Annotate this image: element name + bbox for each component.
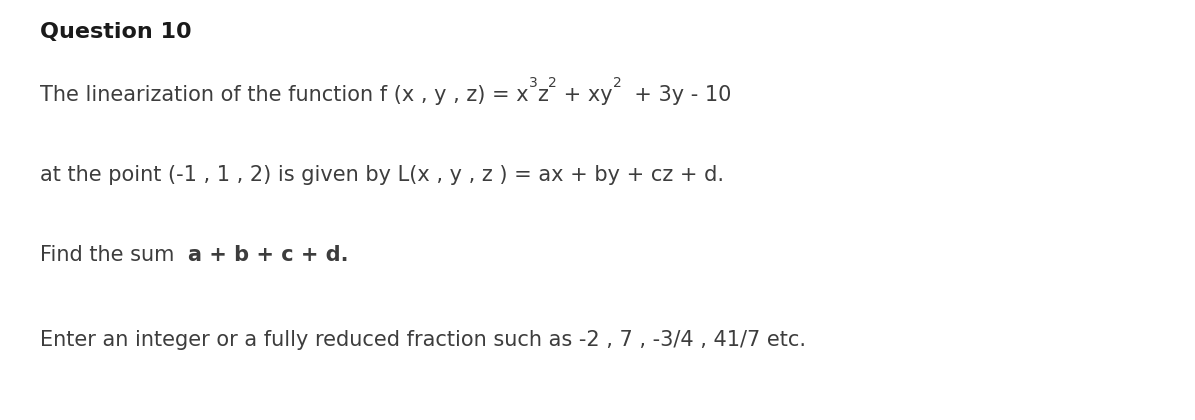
Text: + 3y - 10: + 3y - 10: [621, 85, 731, 105]
Text: z: z: [538, 85, 549, 105]
Text: + xy: + xy: [557, 85, 613, 105]
Text: The linearization of the function f (x , y , z) = x: The linearization of the function f (x ,…: [39, 85, 528, 105]
Text: a + b + c + d.: a + b + c + d.: [188, 245, 348, 265]
Text: at the point (-1 , 1 , 2) is given by L(x , y , z ) = ax + by + cz + d.: at the point (-1 , 1 , 2) is given by L(…: [39, 165, 724, 185]
Text: Find the sum: Find the sum: [39, 245, 188, 265]
Text: Question 10: Question 10: [39, 22, 191, 42]
Text: 2: 2: [613, 76, 621, 90]
Text: 2: 2: [549, 76, 557, 90]
Text: 3: 3: [528, 76, 538, 90]
Text: Enter an integer or a fully reduced fraction such as -2 , 7 , -3/4 , 41/7 etc.: Enter an integer or a fully reduced frac…: [39, 330, 805, 350]
